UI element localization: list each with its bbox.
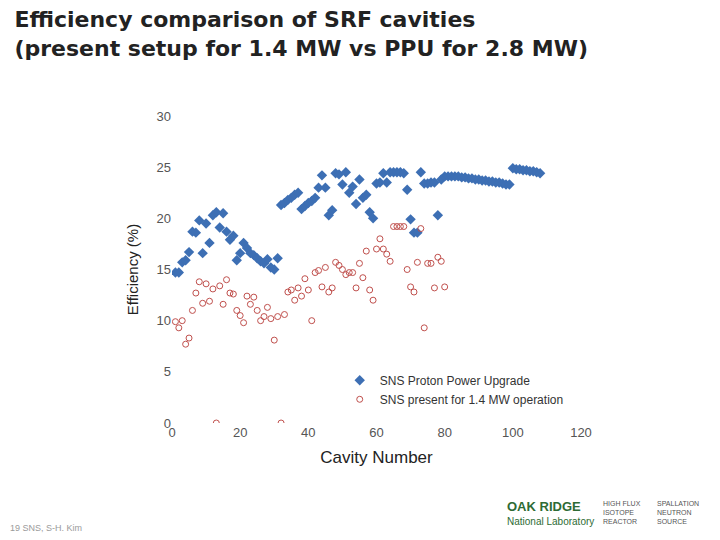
svg-text:0: 0 <box>164 416 171 431</box>
svg-text:40: 40 <box>301 425 315 440</box>
svg-text:80: 80 <box>437 425 451 440</box>
svg-text:15: 15 <box>157 262 171 277</box>
svg-text:SPALLATIONNEUTRONSOURCE: SPALLATIONNEUTRONSOURCE <box>657 500 699 525</box>
svg-text:SNS Proton Power Upgrade: SNS Proton Power Upgrade <box>380 374 530 388</box>
svg-text:Efficiency comparison of SRF c: Efficiency comparison of SRF cavities(pr… <box>14 7 588 61</box>
svg-text:20: 20 <box>233 425 247 440</box>
svg-text:19 SNS, S-H. Kim: 19 SNS, S-H. Kim <box>10 523 82 533</box>
svg-text:20: 20 <box>157 211 171 226</box>
svg-text:120: 120 <box>570 425 592 440</box>
svg-text:Efficiency (%): Efficiency (%) <box>124 224 141 315</box>
svg-text:10: 10 <box>157 313 171 328</box>
svg-text:100: 100 <box>502 425 524 440</box>
svg-text:HIGH FLUXISOTOPEREACTOR: HIGH FLUXISOTOPEREACTOR <box>603 500 641 525</box>
svg-text:Cavity Number: Cavity Number <box>320 448 433 467</box>
svg-text:0: 0 <box>168 425 175 440</box>
svg-text:SNS present for 1.4 MW operati: SNS present for 1.4 MW operation <box>380 393 563 407</box>
svg-text:25: 25 <box>157 160 171 175</box>
svg-text:30: 30 <box>157 109 171 124</box>
svg-text:National Laboratory: National Laboratory <box>507 516 594 527</box>
svg-text:5: 5 <box>164 364 171 379</box>
svg-text:OAK RIDGE: OAK RIDGE <box>507 499 581 514</box>
svg-text:60: 60 <box>369 425 383 440</box>
